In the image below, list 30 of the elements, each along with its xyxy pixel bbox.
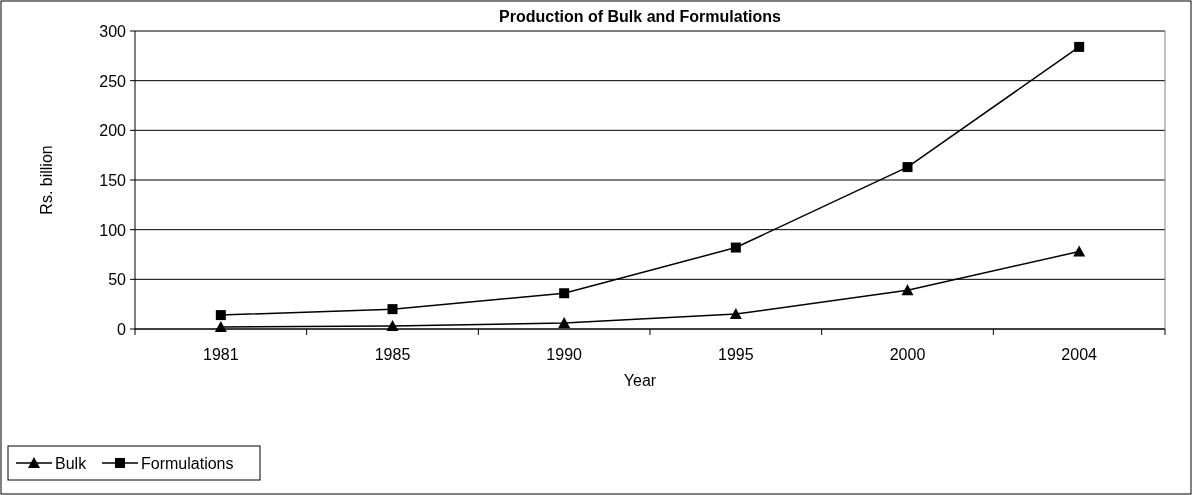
point: [387, 304, 398, 315]
x-tick-label: 1995: [718, 346, 754, 363]
chart-title: Production of Bulk and Formulations: [499, 8, 781, 25]
point: [558, 317, 571, 329]
point: [729, 308, 742, 320]
point: [730, 242, 741, 253]
legend-label: Formulations: [141, 455, 234, 472]
point: [901, 284, 914, 296]
x-tick-label: 1990: [546, 346, 583, 363]
x-tick-label: 1981: [203, 346, 239, 363]
y-tick-label: 200: [99, 122, 127, 140]
y-axis-title: Rs. billion: [38, 145, 55, 215]
point: [1074, 41, 1085, 52]
y-tick-label: 0: [117, 321, 127, 338]
point: [902, 162, 913, 173]
y-tick-label: 50: [108, 271, 127, 289]
x-tick-label: 2000: [889, 346, 926, 363]
point: [559, 288, 570, 299]
point: [386, 320, 399, 332]
point: [214, 321, 227, 333]
y-tick-label: 250: [99, 72, 127, 90]
x-tick-label: 1985: [374, 346, 411, 363]
x-axis-title: Year: [623, 372, 657, 389]
point: [1073, 245, 1086, 257]
x-tick-label: 2004: [1061, 346, 1098, 363]
y-tick-label: 150: [99, 172, 127, 189]
legend-label: Bulk: [55, 455, 88, 472]
point: [215, 310, 226, 321]
y-tick-label: 300: [99, 23, 127, 40]
y-tick-label: 100: [99, 221, 127, 239]
